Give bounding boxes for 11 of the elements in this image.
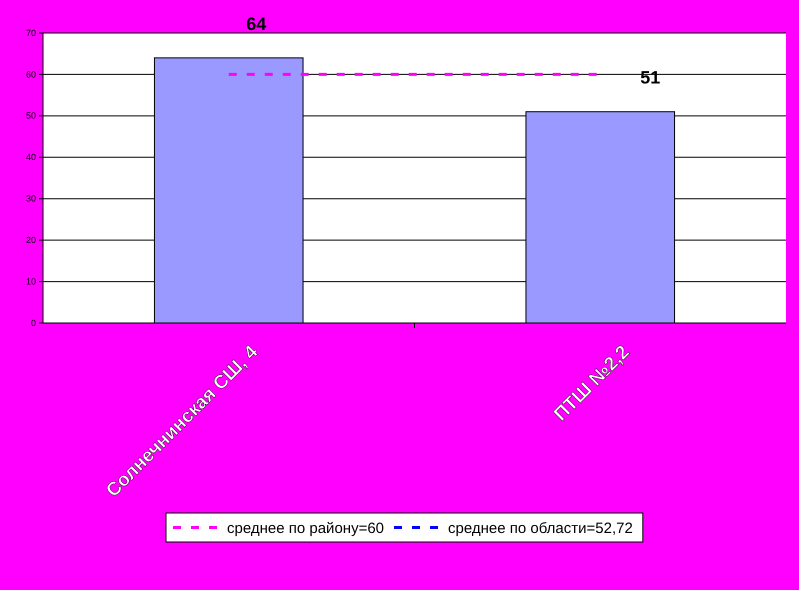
data-label: 64 [246, 14, 266, 34]
y-tick-label: 10 [26, 276, 36, 286]
legend-label: среднее по району=60 [227, 520, 384, 537]
y-tick-label: 0 [30, 318, 36, 328]
y-tick-label: 60 [26, 69, 36, 80]
legend-label: среднее по области=52,72 [448, 520, 633, 537]
y-tick-label: 40 [26, 152, 36, 162]
y-tick-label: 20 [26, 235, 36, 246]
y-tick-label: 50 [26, 110, 36, 121]
y-tick-label: 30 [26, 194, 36, 204]
y-tick-label: 70 [26, 28, 36, 38]
